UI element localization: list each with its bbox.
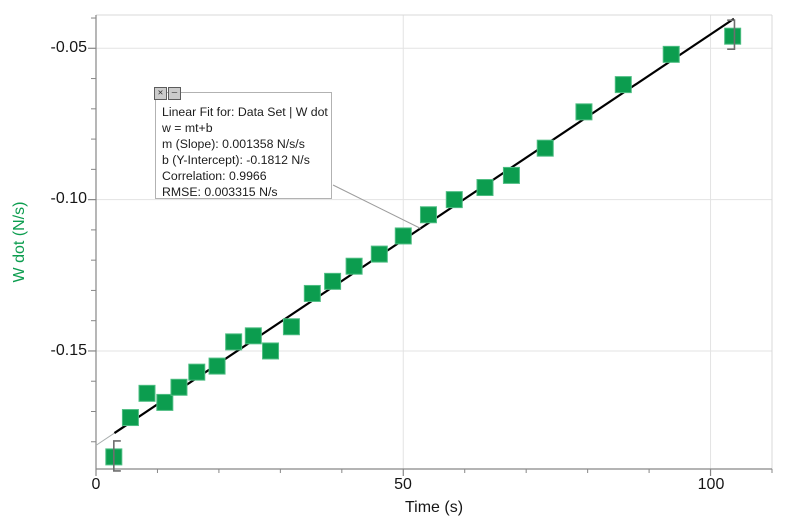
fit-title: Linear Fit for: Data Set | W dot: [162, 105, 328, 119]
data-point-marker[interactable]: [262, 342, 280, 360]
data-point-marker[interactable]: [282, 318, 300, 336]
data-point-marker[interactable]: [170, 378, 188, 396]
data-point-marker[interactable]: [614, 76, 632, 94]
fit-equation: w = mt+b: [162, 120, 213, 135]
fit-rmse: RMSE: 0.003315 N/s: [162, 184, 278, 199]
y-tick-label-1: -0.10: [50, 190, 87, 207]
x-tick-label-2: 100: [697, 476, 725, 493]
data-point-marker[interactable]: [394, 227, 412, 245]
data-point-marker[interactable]: [445, 191, 463, 209]
data-point-marker[interactable]: [370, 245, 388, 263]
data-point-marker[interactable]: [156, 393, 174, 411]
data-point-marker[interactable]: [536, 139, 554, 157]
close-icon[interactable]: ✕: [154, 87, 167, 100]
data-point-marker[interactable]: [208, 357, 226, 375]
fit-line: [113, 17, 735, 434]
fit-slope: m (Slope): 0.001358 N/s/s: [162, 136, 305, 151]
data-point-marker[interactable]: [188, 363, 206, 381]
data-point-marker[interactable]: [724, 27, 742, 45]
x-tick-label-1: 50: [394, 476, 412, 493]
x-tick-label-0: 0: [91, 476, 101, 493]
data-point-marker[interactable]: [419, 206, 437, 224]
data-point-marker[interactable]: [324, 272, 342, 290]
fit-range-bracket-left[interactable]: [113, 440, 121, 472]
data-point-marker[interactable]: [121, 409, 139, 427]
fit-box-callout-line: [332, 184, 421, 229]
fit-line-extension: [95, 432, 115, 446]
y-axis-title: W dot (N/s): [11, 201, 28, 283]
linear-fit-info-box[interactable]: Linear Fit for: Data Set | W dot w = mt+…: [155, 92, 332, 199]
x-axis-title: Time (s): [404, 499, 464, 516]
fit-intercept: b (Y-Intercept): -0.1812 N/s: [162, 152, 310, 167]
data-point-marker[interactable]: [244, 327, 262, 345]
data-point-marker[interactable]: [138, 384, 156, 402]
y-tick-label-0: -0.05: [50, 39, 87, 56]
data-point-marker[interactable]: [303, 284, 321, 302]
fit-correlation: Correlation: 0.9966: [162, 168, 267, 183]
y-tick-label-2: -0.15: [50, 342, 87, 359]
data-point-marker[interactable]: [575, 103, 593, 121]
data-point-marker[interactable]: [502, 166, 520, 184]
data-point-marker[interactable]: [476, 179, 494, 197]
data-point-marker[interactable]: [225, 333, 243, 351]
fit-range-bracket-right[interactable]: [727, 19, 736, 50]
data-point-marker[interactable]: [345, 257, 363, 275]
data-point-marker[interactable]: [662, 45, 680, 63]
minimize-icon[interactable]: —: [168, 87, 181, 100]
